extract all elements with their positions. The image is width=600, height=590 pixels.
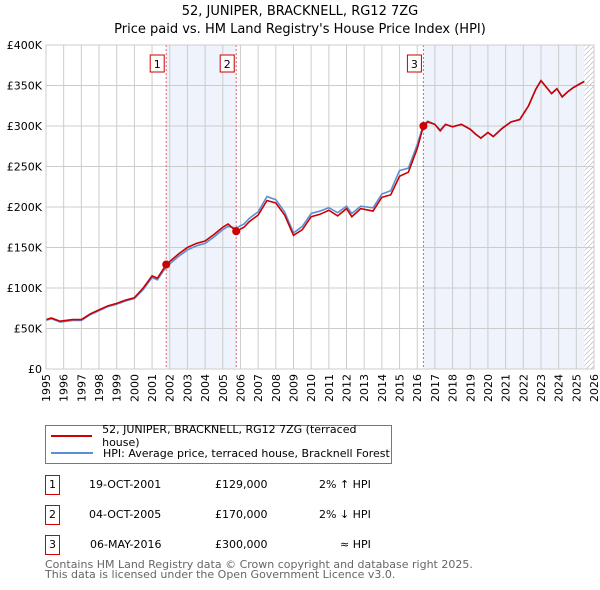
x-tick-label: 1999 (111, 374, 124, 402)
x-tick-label: 2012 (341, 374, 354, 402)
x-tick-label: 2019 (464, 374, 477, 402)
x-tick-label: 1998 (93, 374, 106, 402)
x-tick-label: 2021 (500, 374, 513, 402)
x-tick-label: 2001 (146, 374, 159, 402)
transaction-row: 2 04-OCT-2005 £170,000 2% ↓ HPI (45, 505, 445, 525)
y-tick-label: £150K (7, 242, 43, 255)
sale-label: 2 (224, 58, 231, 71)
price-chart: 1995 1996 1997 1998 1999 2000 2001 2002 2003 2004… (7, 39, 600, 402)
sale-point (232, 227, 241, 236)
legend: 52, JUNIPER, BRACKNELL, RG12 7ZG (terrac… (45, 423, 392, 464)
x-tick-label: 2026 (588, 374, 600, 402)
transaction-row: 1 19-OCT-2001 £129,000 2% ↑ HPI (45, 475, 445, 495)
sale-label: 3 (411, 58, 418, 71)
x-tick-label: 2014 (376, 374, 389, 402)
x-tick-label: 2002 (164, 374, 177, 402)
footer-line: Contains HM Land Registry data © Crown c… (45, 558, 473, 571)
x-tick-label: 2007 (252, 374, 265, 402)
chart-subtitle: Price paid vs. HM Land Registry's House … (114, 22, 486, 37)
chart-title: 52, JUNIPER, BRACKNELL, RG12 7ZG (181, 4, 419, 19)
plot-border (45, 44, 595, 370)
x-tick-label: 2013 (358, 374, 371, 402)
y-tick-label: £300K (7, 120, 43, 133)
price: £300,000 (215, 538, 268, 551)
x-tick-label: 2010 (305, 374, 318, 402)
y-tick-label: £400K (7, 39, 43, 52)
x-tick-label: 2025 (570, 374, 583, 402)
x-tick-label: 1997 (75, 374, 88, 402)
y-tick-label: £250K (7, 161, 43, 174)
x-tick-label: 1996 (58, 374, 71, 402)
x-tick-label: 2016 (411, 374, 424, 402)
sale-label-box (149, 54, 165, 73)
footer-line: This data is licensed under the Open Gov… (45, 568, 396, 581)
y-tick-label: £350K (7, 80, 43, 93)
x-tick-label: 2000 (128, 374, 141, 402)
x-tick-label: 2005 (217, 374, 230, 402)
marker-badge: 3 (45, 535, 60, 555)
price: £129,000 (215, 478, 268, 491)
hpi-compare: ≈ HPI (340, 538, 371, 551)
marker-badge: 1 (45, 475, 60, 495)
x-tick-label: 2023 (535, 374, 548, 402)
sale-label-box (406, 54, 422, 73)
x-tick-label: 2003 (181, 374, 194, 402)
x-tick-label: 2017 (429, 374, 442, 402)
legend-label-hpi: HPI: Average price, terraced house, Brac… (103, 446, 390, 460)
x-tick-label: 2011 (323, 374, 336, 402)
date: 04-OCT-2005 (89, 508, 162, 521)
price: £170,000 (215, 508, 268, 521)
date: 19-OCT-2001 (89, 478, 162, 491)
sale-label-box (219, 54, 235, 73)
y-tick-label: £0 (28, 363, 42, 376)
sale-label: 1 (154, 58, 161, 71)
x-tick-label: 1995 (40, 374, 53, 402)
y-tick-label: £200K (7, 201, 43, 214)
x-tick-label: 2024 (553, 374, 566, 402)
legend-red-line (51, 435, 93, 437)
y-tick-label: £50K (14, 323, 43, 336)
transaction-row: 3 06-MAY-2016 £300,000 ≈ HPI (45, 535, 445, 555)
hpi-compare: 2% ↓ HPI (319, 508, 371, 521)
price-paid-line (45, 79, 585, 323)
hpi-compare: 2% ↑ HPI (319, 478, 371, 491)
x-tick-label: 2004 (199, 374, 212, 402)
x-tick-label: 2022 (517, 374, 530, 402)
x-tick-label: 2006 (234, 374, 247, 402)
x-tick-label: 2015 (394, 374, 407, 402)
x-tick-label: 2020 (482, 374, 495, 402)
legend-blue-line (51, 452, 93, 454)
marker-badge: 2 (45, 505, 60, 525)
x-tick-label: 2018 (447, 374, 460, 402)
footer: Contains HM Land Registry data © Crown c… (45, 558, 473, 581)
x-tick-label: 2009 (287, 374, 300, 402)
legend-label-property: 52, JUNIPER, BRACKNELL, RG12 7ZG (terrac… (102, 423, 357, 449)
sale-point (419, 122, 428, 130)
x-tick-label: 2008 (270, 374, 283, 402)
sale-point (162, 260, 171, 269)
y-tick-label: £100K (7, 282, 43, 295)
date: 06-MAY-2016 (90, 538, 162, 551)
